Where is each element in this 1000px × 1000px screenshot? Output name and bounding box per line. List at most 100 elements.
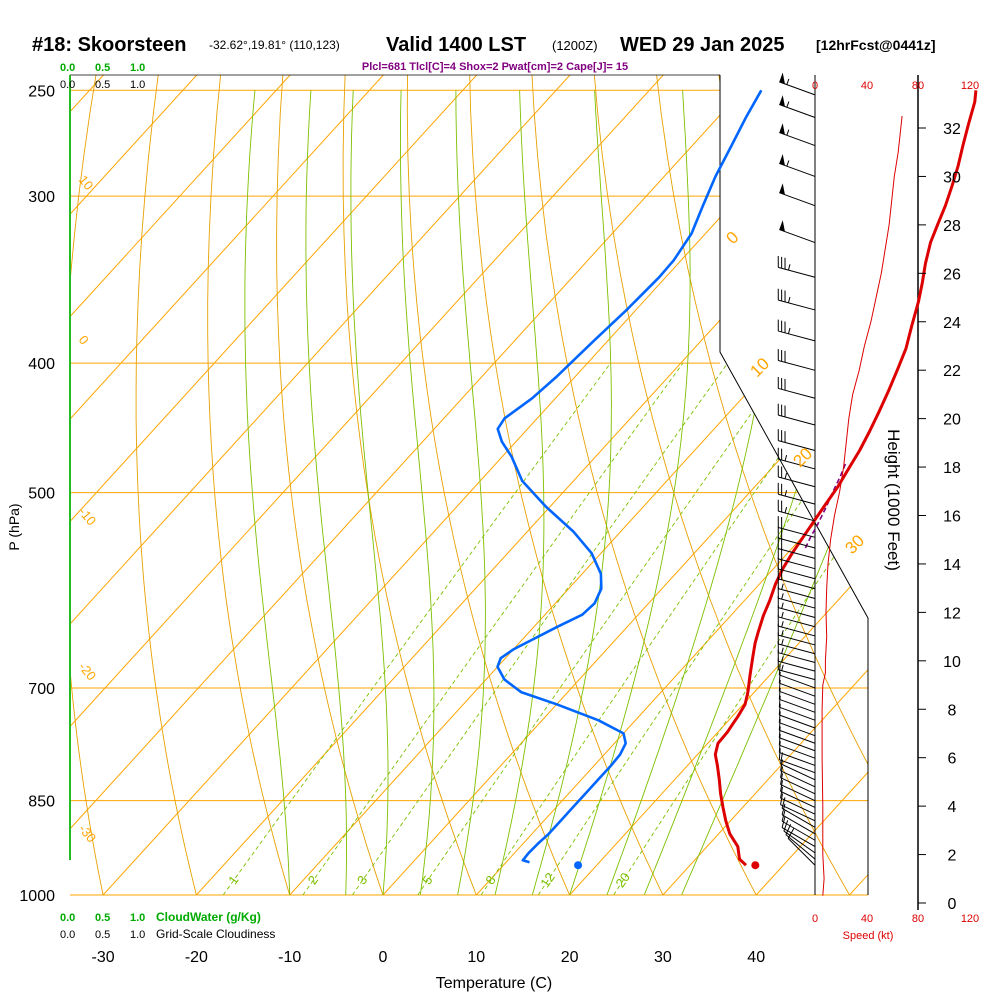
thermo-grid: 1 2 3 5 8 12 20 bbox=[70, 75, 868, 895]
barb-half-52 bbox=[787, 264, 791, 271]
dry-adiabat-40 bbox=[531, 75, 757, 895]
stability-indices: Plcl=681 Tlcl[C]=4 Shox=2 Pwat[cm]=2 Cap… bbox=[362, 61, 628, 73]
speed-bottom-tick-0: 0 bbox=[812, 913, 818, 925]
barb-staff-25 bbox=[779, 674, 816, 689]
forecast-date: WED 29 Jan 2025 bbox=[620, 34, 785, 56]
barb-half-58 bbox=[786, 78, 790, 85]
gs-top-tick-0: 0.0 bbox=[60, 79, 75, 91]
barb-staff-48 bbox=[778, 387, 816, 399]
barb-half-44 bbox=[784, 472, 788, 479]
moist-adiabat--10 bbox=[244, 90, 291, 895]
barb-full-25 bbox=[778, 663, 781, 675]
isotherm-label--20: -20 bbox=[76, 659, 100, 683]
gs-bottom-tick-0: 0.0 bbox=[60, 929, 75, 941]
pressure-tick-500: 500 bbox=[28, 486, 55, 503]
mixing-ratio-12 bbox=[537, 362, 868, 895]
mixing-ratio-5 bbox=[417, 362, 788, 895]
pressure-tick-850: 850 bbox=[28, 794, 55, 811]
height-axis-title: Height (1000 Feet) bbox=[884, 429, 903, 571]
barb-staff-51 bbox=[778, 299, 816, 311]
barb-staff-29 bbox=[778, 643, 816, 655]
valid-time: Valid 1400 LST bbox=[386, 34, 526, 56]
isotherm--60 bbox=[70, 75, 675, 895]
isotherm--90 bbox=[70, 75, 395, 895]
pressure-tick-250: 250 bbox=[28, 83, 55, 100]
gs-top-tick-2: 1.0 bbox=[130, 79, 145, 91]
station-coords: -32.62°,19.81° (110,123) bbox=[209, 38, 340, 52]
dry-adiabat-label-30: 30 bbox=[841, 531, 868, 558]
isotherm-label-0: 0 bbox=[76, 332, 92, 347]
barb-staff-2 bbox=[783, 830, 816, 854]
cloud-bottom-tick-2: 1.0 bbox=[130, 912, 145, 924]
dry-adiabat-label-10: 10 bbox=[746, 354, 773, 381]
isotherm--40 bbox=[70, 75, 862, 895]
barb-half-51 bbox=[787, 296, 791, 303]
barb-staff-57 bbox=[779, 104, 816, 118]
barb-staff-6 bbox=[781, 807, 816, 828]
dry-adiabat--30 bbox=[70, 75, 104, 895]
pressure-tick-700: 700 bbox=[28, 681, 55, 698]
plot-boundary bbox=[719, 75, 869, 895]
speed-bottom-tick-1: 40 bbox=[861, 913, 873, 925]
barb-half-30 bbox=[781, 630, 784, 637]
barb-full-8 bbox=[780, 786, 783, 799]
barb-staff-8 bbox=[780, 797, 816, 815]
barb-half-42 bbox=[784, 507, 788, 514]
barb-staff-17 bbox=[779, 737, 816, 752]
barb-half-28 bbox=[781, 647, 784, 654]
barb-full-14 bbox=[778, 748, 781, 760]
barb-staff-19 bbox=[779, 722, 816, 737]
temp-tick--20: -20 bbox=[185, 949, 208, 966]
barb-staff-37 bbox=[778, 568, 816, 580]
barb-staff-44 bbox=[778, 476, 816, 488]
barb-half-27 bbox=[781, 656, 784, 663]
barb-staff-20 bbox=[779, 714, 816, 729]
barb-half-55 bbox=[786, 160, 790, 167]
barb-full-15 bbox=[778, 741, 781, 753]
moist-adiabat-4 bbox=[400, 90, 435, 895]
barb-staff-16 bbox=[779, 744, 816, 759]
mixing-ratio-label-20: 20 bbox=[612, 870, 633, 890]
isotherm--10 bbox=[289, 75, 868, 895]
barb-half-56 bbox=[786, 129, 790, 136]
isotherm--70 bbox=[70, 75, 582, 895]
sounding-traces bbox=[496, 89, 978, 870]
isotherm-20 bbox=[569, 75, 868, 895]
barb-staff-52 bbox=[778, 266, 816, 278]
isotherm-label-10: 10 bbox=[76, 172, 97, 193]
barb-staff-32 bbox=[778, 616, 816, 628]
barb-staff-46 bbox=[778, 440, 816, 451]
speed-axis-label: Speed (kt) bbox=[843, 930, 894, 942]
cloud-bottom-tick-1: 0.5 bbox=[95, 912, 110, 924]
pressure-tick-300: 300 bbox=[28, 189, 55, 206]
barb-flag-54 bbox=[779, 183, 785, 195]
barb-staff-45 bbox=[778, 458, 816, 470]
x-axis-title: Temperature (C) bbox=[436, 975, 552, 992]
dry-adiabat-90 bbox=[841, 75, 868, 895]
barb-half-31 bbox=[781, 621, 784, 628]
mixing-ratio-label-3: 3 bbox=[354, 873, 370, 888]
barb-half-57 bbox=[786, 101, 790, 108]
barb-staff-54 bbox=[779, 192, 816, 207]
temp-tick-30: 30 bbox=[654, 949, 672, 966]
utc-time: (1200Z) bbox=[552, 38, 598, 53]
y-axis-title: P (hPa) bbox=[6, 503, 22, 550]
barb-full-10 bbox=[780, 773, 783, 785]
mixing-ratio-label-2: 2 bbox=[305, 873, 321, 888]
dry-adiabat--10 bbox=[207, 75, 291, 895]
dry-adiabat--20 bbox=[135, 75, 197, 895]
barb-staff-36 bbox=[778, 578, 816, 590]
barb-half-35 bbox=[781, 583, 784, 590]
station-title: #18: Skoorsteen bbox=[32, 34, 187, 56]
cloud-top-tick-0: 0.0 bbox=[60, 62, 75, 74]
barb-full-18 bbox=[778, 718, 781, 731]
cloud-bottom-tick-0: 0.0 bbox=[60, 912, 75, 924]
barb-half-45 bbox=[784, 454, 788, 462]
height-tick-2: 2 bbox=[948, 848, 957, 865]
surface-dewpoint-dot bbox=[574, 861, 583, 870]
barb-full-19 bbox=[778, 711, 781, 723]
moist-adiabat-0 bbox=[350, 90, 389, 895]
mixing-ratio-3 bbox=[352, 362, 729, 895]
barb-staff-49 bbox=[778, 359, 816, 371]
